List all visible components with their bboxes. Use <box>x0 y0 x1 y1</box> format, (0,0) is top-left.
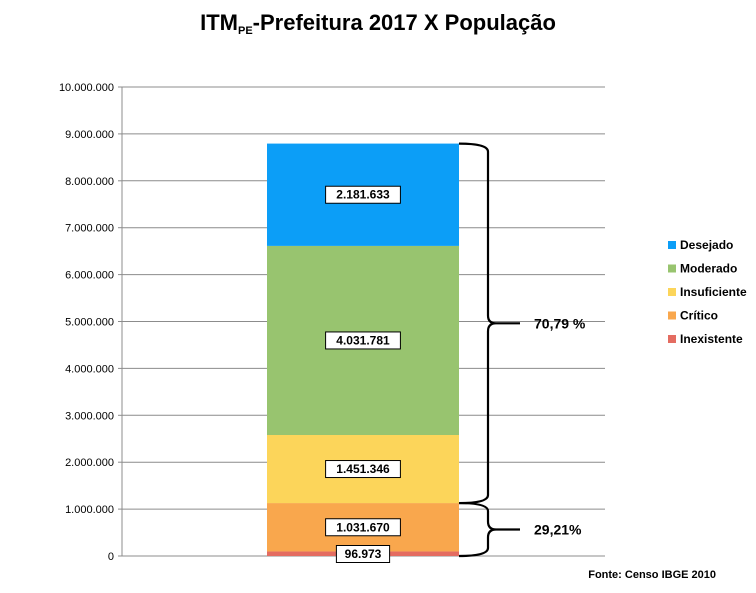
data-label-text: 2.181.633 <box>336 188 390 202</box>
data-label-inexistente: 96.973 <box>335 545 391 563</box>
legend-label: Crítico <box>680 309 718 323</box>
bar-stack <box>267 143 459 556</box>
brace-annotations: 70,79 % 29,21% <box>458 142 586 558</box>
data-label-box <box>325 185 401 204</box>
y-tick-label: 3.000.000 <box>65 410 114 422</box>
data-label-moderado: 4.031.781 <box>325 331 401 350</box>
legend-swatch <box>668 335 676 343</box>
data-label-crítico: 1.031.670 <box>325 518 401 537</box>
legend-swatch <box>668 288 676 296</box>
y-tick-label: 4.000.000 <box>65 363 114 375</box>
legend: Desejado Moderado Insuficiente Crítico Inexi… <box>668 238 747 346</box>
legend-swatch <box>668 241 676 249</box>
data-label-text: 1.031.670 <box>336 520 390 534</box>
legend-swatch <box>668 311 676 320</box>
y-tick-label: 2.000.000 <box>65 457 114 469</box>
y-tick-label: 8.000.000 <box>65 176 114 188</box>
y-tick-label: 0 <box>108 551 114 563</box>
legend-item-insuficiente: Insuficiente <box>668 285 747 299</box>
data-label-text: 1.451.346 <box>336 462 390 476</box>
legend-swatch <box>668 264 676 273</box>
chart-title: ITMPE-Prefeitura 2017 X População <box>0 10 756 37</box>
data-label-text: 96.973 <box>345 547 382 561</box>
brace-percent-label: 29,21% <box>534 522 582 538</box>
legend-item-inexistente: Inexistente <box>668 332 743 346</box>
title-main: ITM <box>200 10 238 35</box>
title-rest: -Prefeitura 2017 X População <box>252 10 556 35</box>
brace <box>458 501 520 558</box>
data-label-box <box>325 460 401 479</box>
data-label-insuficiente: 1.451.346 <box>325 460 401 479</box>
y-tick-label: 1.000.000 <box>65 504 114 516</box>
y-tick-label: 6.000.000 <box>65 270 114 282</box>
data-label-box <box>325 518 401 537</box>
title-subscript: PE <box>237 25 253 37</box>
brace <box>458 142 520 505</box>
legend-item-desejado: Desejado <box>668 238 733 252</box>
legend-item-crítico: Crítico <box>668 309 718 323</box>
legend-label: Insuficiente <box>680 285 747 299</box>
data-label-box <box>335 545 391 563</box>
y-tick-label: 10.000.000 <box>59 82 114 94</box>
legend-label: Moderado <box>680 262 737 276</box>
legend-item-moderado: Moderado <box>668 262 737 276</box>
y-tick-label: 7.000.000 <box>65 223 114 235</box>
legend-label: Desejado <box>680 238 733 252</box>
data-label-desejado: 2.181.633 <box>325 185 401 204</box>
data-label-text: 4.031.781 <box>336 333 390 347</box>
data-labels: 96.973 1.031.670 1.451.346 4.031.781 2.181.6… <box>325 185 401 563</box>
brace-percent-label: 70,79 % <box>534 315 586 331</box>
legend-label: Inexistente <box>680 332 743 346</box>
y-axis: 0 1.000.000 2.000.000 3.000.000 4.000.000 5.0… <box>59 82 605 563</box>
source-note: Fonte: Censo IBGE 2010 <box>588 569 716 581</box>
y-tick-label: 5.000.000 <box>65 317 114 329</box>
data-label-box <box>325 331 401 350</box>
y-tick-label: 9.000.000 <box>65 129 114 141</box>
